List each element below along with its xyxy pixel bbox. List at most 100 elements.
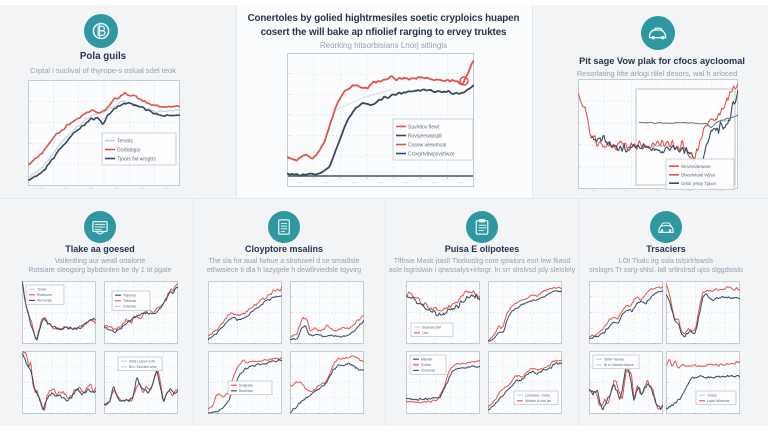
svg-text:~~: ~~ (495, 341, 500, 346)
svg-text:~~: ~~ (692, 341, 697, 346)
svg-text:~~: ~~ (596, 411, 601, 416)
svg-text:~~: ~~ (271, 341, 276, 346)
svg-text:~~: ~~ (130, 411, 135, 416)
svg-text:~~: ~~ (495, 411, 500, 416)
svg-text:~: ~ (30, 121, 32, 125)
svg-text:~: ~ (106, 397, 108, 401)
svg-text:~~: ~~ (710, 411, 715, 416)
svg-text:~: ~ (289, 72, 291, 76)
svg-text:Rwlswvse: Rwlswvse (37, 293, 52, 297)
svg-text:~~: ~~ (234, 341, 239, 346)
svg-text:Wovlvsaeswse: Wovlvsaeswse (681, 164, 711, 169)
svg-text:BS r Slwvslsr wlse: BS r Slwvslsr wlse (129, 365, 157, 369)
svg-text:Sl0lvr Vlswse: Sl0lvr Vlswse (604, 357, 624, 361)
svg-text:~~: ~~ (140, 186, 145, 191)
svg-text:Rovsjeewrpsjdl: Rovsjeewrpsjdl (408, 133, 442, 139)
svg-text:~~: ~~ (432, 411, 437, 416)
svg-text:~~: ~~ (615, 411, 620, 416)
svg-text:~~: ~~ (353, 341, 358, 346)
svg-text:~: ~ (490, 311, 492, 315)
svg-text:~: ~ (106, 295, 108, 299)
svg-text:Blwsrlvlewl Wjlse: Blwsrlvlewl Wjlse (681, 172, 716, 177)
svg-text:Tjoors fwl wrsgtrs: Tjoors fwl wrsgtrs (117, 156, 156, 162)
svg-text:~: ~ (106, 381, 108, 385)
svg-text:~: ~ (408, 295, 410, 299)
svg-text:~~: ~~ (252, 411, 257, 416)
svg-text:~~: ~~ (148, 411, 153, 416)
svg-text:Tervnls: Tervnls (117, 138, 133, 144)
svg-text:~: ~ (292, 327, 294, 331)
svg-text:~~: ~~ (316, 411, 321, 416)
svg-text:Tlsvse: Tlsvse (707, 393, 717, 397)
svg-text:~~: ~~ (130, 341, 135, 346)
svg-text:~~: ~~ (85, 341, 90, 346)
svg-text:~: ~ (292, 365, 294, 369)
svg-text:~~: ~~ (148, 341, 153, 346)
svg-text:Clsvwvse: Clsvwvse (421, 369, 435, 373)
svg-text:~: ~ (24, 327, 26, 331)
svg-text:~: ~ (408, 365, 410, 369)
svg-text:~~: ~~ (85, 411, 90, 416)
svg-text:~~: ~~ (624, 188, 629, 193)
svg-text:Orlslr jelwy Tjawv: Orlslr jelwy Tjawv (681, 181, 717, 186)
svg-text:~: ~ (668, 397, 670, 401)
svg-text:~~: ~~ (334, 341, 339, 346)
svg-text:Slswvse jslvr: Slswvse jslvr (422, 325, 442, 329)
svg-text:~~: ~~ (271, 411, 276, 416)
svg-text:Svsljslvle: Svsljslvle (239, 383, 253, 387)
svg-text:~: ~ (210, 381, 212, 385)
svg-text:~~: ~~ (111, 411, 116, 416)
svg-text:~: ~ (289, 155, 291, 159)
svg-text:Bswvlsse: Bswvlsse (239, 389, 253, 393)
svg-text:~: ~ (24, 381, 26, 385)
svg-text:~~: ~~ (673, 341, 678, 346)
svg-text:Crsvgrtvbwpsvstlwze: Crsvgrtvbwpsvstlwze (408, 151, 455, 157)
svg-text:Tsvlse: Tsvlse (37, 287, 47, 291)
svg-text:~: ~ (490, 397, 492, 401)
svg-text:~: ~ (292, 397, 294, 401)
svg-text:~: ~ (24, 365, 26, 369)
svg-text:~: ~ (580, 121, 582, 125)
svg-text:~~: ~~ (469, 341, 474, 346)
svg-text:~: ~ (408, 327, 410, 331)
svg-text:~~: ~~ (39, 186, 44, 191)
svg-text:sear~: sear~ (720, 119, 729, 123)
svg-text:~: ~ (580, 143, 582, 147)
svg-text:Lsvr: Lsvr (422, 331, 429, 335)
svg-text:~~: ~~ (165, 186, 170, 191)
svg-text:~~: ~~ (297, 341, 302, 346)
svg-text:~~: ~~ (234, 411, 239, 416)
svg-text:~~: ~~ (688, 188, 693, 193)
svg-text:~: ~ (408, 397, 410, 401)
svg-text:~~: ~~ (729, 411, 734, 416)
svg-text:~: ~ (591, 365, 593, 369)
svg-text:~~: ~~ (48, 411, 53, 416)
svg-text:~: ~ (106, 311, 108, 315)
svg-text:~~: ~~ (405, 180, 410, 185)
svg-text:~~: ~~ (298, 180, 303, 185)
svg-text:~~: ~~ (615, 341, 620, 346)
svg-text:Suvlrdov flewt: Suvlrdov flewt (408, 124, 440, 130)
svg-text:~~: ~~ (729, 341, 734, 346)
svg-text:~~: ~~ (29, 341, 34, 346)
svg-text:~: ~ (490, 327, 492, 331)
svg-text:~: ~ (30, 99, 32, 103)
svg-text:~: ~ (30, 142, 32, 146)
svg-text:Mlsvlslr: Mlsvlslr (421, 357, 433, 361)
svg-text:~: ~ (668, 327, 670, 331)
svg-text:~~: ~~ (334, 411, 339, 416)
svg-text:~~: ~~ (29, 411, 34, 416)
svg-text:~~: ~~ (66, 411, 71, 416)
svg-text:~~: ~~ (115, 186, 120, 191)
svg-text:~: ~ (292, 381, 294, 385)
svg-text:Wsl wvjse: Wsl wvjse (37, 299, 52, 303)
svg-text:~~: ~~ (450, 341, 455, 346)
svg-text:~~: ~~ (252, 341, 257, 346)
svg-text:~~: ~~ (64, 186, 69, 191)
svg-text:~: ~ (591, 397, 593, 401)
svg-text:~~: ~~ (633, 411, 638, 416)
svg-text:303s Lslvsw svlvl: 303s Lslvsw svlvl (129, 359, 155, 363)
svg-text:~~: ~~ (652, 341, 657, 346)
svg-text:Grtwvlse: Grtwvlse (123, 305, 136, 309)
svg-text:~~: ~~ (316, 341, 321, 346)
